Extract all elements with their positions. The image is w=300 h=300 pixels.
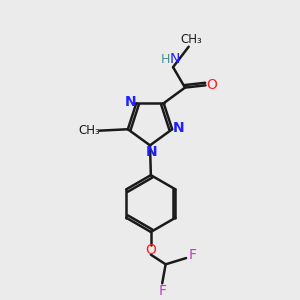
- Text: N: N: [124, 95, 136, 109]
- Text: H: H: [160, 53, 170, 66]
- Text: F: F: [158, 284, 166, 298]
- Text: N: N: [172, 121, 184, 135]
- Text: CH₃: CH₃: [79, 124, 101, 137]
- Text: F: F: [188, 248, 196, 262]
- Text: O: O: [206, 78, 217, 92]
- Text: O: O: [146, 243, 156, 257]
- Text: N: N: [170, 52, 180, 66]
- Text: CH₃: CH₃: [181, 33, 202, 46]
- Text: N: N: [146, 146, 157, 159]
